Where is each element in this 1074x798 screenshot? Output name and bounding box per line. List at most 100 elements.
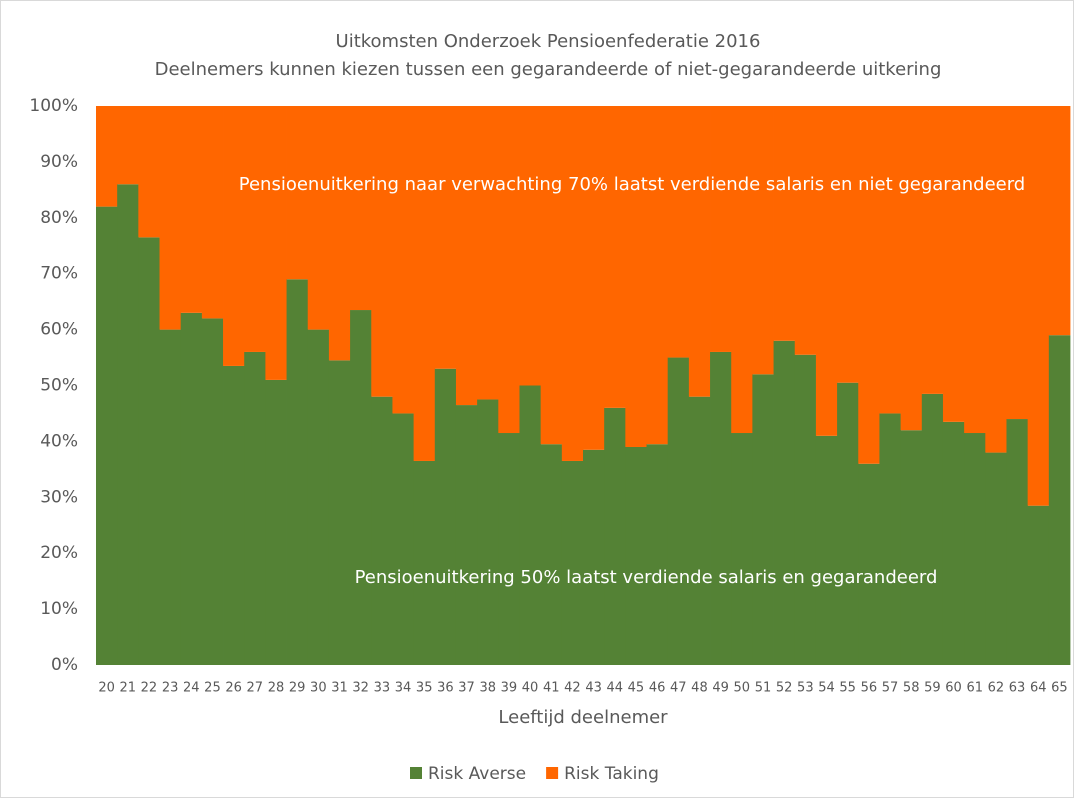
bar-segment: [625, 446, 647, 665]
chart-title: Uitkomsten Onderzoek Pensioenfederatie 2…: [336, 31, 761, 52]
x-tick-label: 29: [289, 681, 306, 696]
x-tick-label: 65: [1051, 681, 1068, 696]
x-tick-label: 61: [966, 681, 983, 696]
bar-segment: [879, 106, 902, 414]
bar-segment: [540, 106, 563, 445]
bar-segment: [1048, 335, 1071, 665]
bar-segment: [1006, 419, 1029, 665]
bar-segment: [201, 318, 224, 665]
bar-segment: [392, 106, 415, 414]
bar-segment: [731, 106, 753, 434]
bar-segment: [350, 310, 372, 665]
bar-segment: [244, 106, 266, 352]
bar-segment: [540, 444, 563, 665]
bar-segment: [900, 106, 923, 431]
x-tick-label: 30: [310, 681, 327, 696]
bar-segment: [498, 106, 520, 434]
x-tick-label: 45: [628, 681, 645, 696]
bar-segment: [646, 444, 669, 665]
legend-label: Risk Averse: [428, 764, 526, 784]
bar-segment: [858, 463, 880, 665]
x-tick-label: 36: [437, 681, 454, 696]
bar-segment: [434, 106, 457, 369]
bar-segment: [519, 385, 542, 665]
x-tick-label: 56: [861, 681, 878, 696]
bar-segment: [794, 106, 817, 355]
bar-segment: [752, 374, 774, 665]
x-tick-label: 59: [924, 681, 941, 696]
bar-segment: [1027, 505, 1050, 665]
bar-segment: [625, 106, 647, 447]
legend-label: Risk Taking: [564, 764, 659, 784]
x-tick-label: 23: [162, 681, 179, 696]
bar-segment: [921, 106, 944, 394]
bar-segment: [455, 106, 478, 406]
bar-segment: [434, 368, 457, 665]
bar-segment: [371, 106, 393, 397]
bar-segment: [858, 106, 880, 464]
y-tick-label: 60%: [40, 320, 78, 340]
x-tick-label: 53: [797, 681, 814, 696]
bar-segment: [731, 433, 753, 665]
bar-segment: [307, 106, 330, 330]
bar-segment: [604, 106, 626, 408]
x-tick-label: 41: [543, 681, 560, 696]
bar-segment: [815, 106, 838, 436]
bar-segment: [265, 379, 287, 665]
x-tick-label: 33: [374, 681, 391, 696]
bar-segment: [286, 279, 309, 665]
x-axis-title: Leeftijd deelnemer: [498, 707, 668, 728]
bar-segment: [942, 106, 965, 422]
bar-segment: [265, 106, 287, 380]
x-tick-label: 50: [734, 681, 751, 696]
bar-segment: [604, 407, 626, 665]
x-tick-label: 26: [225, 681, 242, 696]
x-tick-label: 34: [395, 681, 412, 696]
y-tick-label: 10%: [40, 599, 78, 619]
y-tick-label: 0%: [51, 655, 78, 675]
bar-segment: [180, 106, 203, 313]
x-tick-label: 48: [691, 681, 708, 696]
bar-segment: [667, 357, 690, 665]
bar-segment: [477, 399, 499, 665]
bar-segment: [1048, 106, 1071, 336]
x-tick-label: 64: [1030, 681, 1047, 696]
x-tick-label: 20: [98, 681, 115, 696]
bar-segment: [96, 206, 118, 665]
annotation: Pensioenuitkering naar verwachting 70% l…: [239, 174, 1025, 195]
bar-segment: [328, 106, 351, 361]
bar-segment: [413, 106, 436, 461]
chart-subtitle: Deelnemers kunnen kiezen tussen een gega…: [155, 59, 942, 80]
bar-segment: [942, 421, 965, 665]
x-tick-label: 55: [839, 681, 856, 696]
bar-segment: [519, 106, 542, 386]
bar-segment: [201, 106, 224, 319]
x-tick-label: 46: [649, 681, 666, 696]
x-tick-label: 39: [501, 681, 518, 696]
x-tick-label: 43: [585, 681, 602, 696]
x-tick-label: 38: [479, 681, 496, 696]
bar-segment: [688, 396, 711, 665]
bar-segment: [413, 460, 436, 665]
bar-segment: [307, 329, 330, 665]
x-tick-label: 52: [776, 681, 793, 696]
bar-segment: [138, 106, 160, 238]
bar-segment: [964, 106, 986, 434]
bar-segment: [180, 312, 203, 665]
x-tick-label: 62: [988, 681, 1005, 696]
x-tick-label: 21: [119, 681, 136, 696]
x-tick-label: 28: [268, 681, 285, 696]
x-tick-label: 35: [416, 681, 433, 696]
bar-segment: [477, 106, 499, 400]
bar-segment: [985, 106, 1007, 453]
y-tick-label: 40%: [40, 431, 78, 451]
y-tick-label: 80%: [40, 208, 78, 228]
legend-swatch: [546, 767, 559, 779]
x-tick-label: 60: [945, 681, 962, 696]
x-tick-label: 37: [458, 681, 475, 696]
bar-segment: [710, 106, 732, 352]
y-tick-label: 50%: [40, 376, 78, 396]
y-tick-label: 70%: [40, 264, 78, 284]
x-tick-label: 51: [755, 681, 772, 696]
